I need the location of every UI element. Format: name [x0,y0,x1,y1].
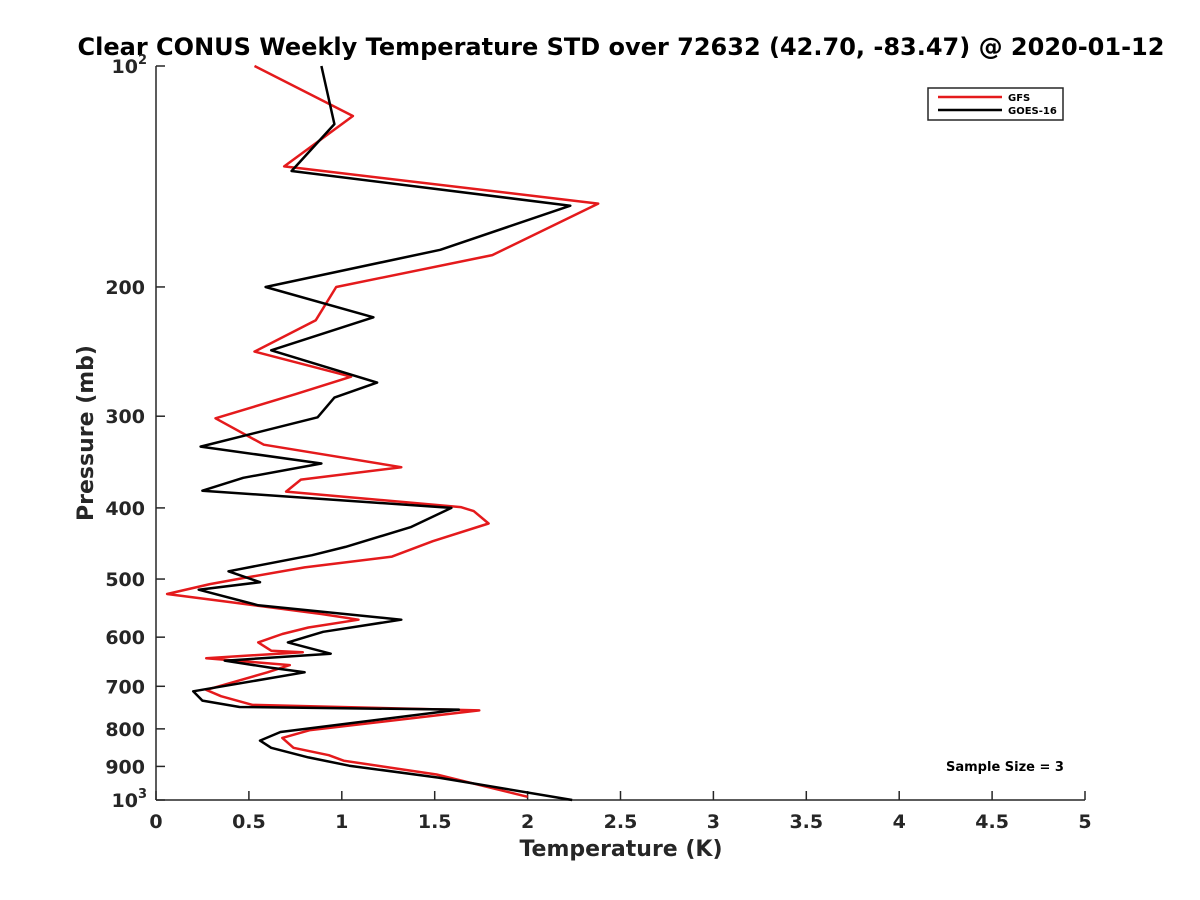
legend-label-gfs: GFS [1008,93,1030,104]
y-tick-exponent: 2 [138,53,147,68]
y-tick-label: 400 [105,498,145,520]
y-tick-label: 103 [112,787,148,812]
series-line-gfs [165,64,600,799]
chart-title: Clear CONUS Weekly Temperature STD over … [78,33,1165,61]
x-tick-label: 5 [1078,811,1091,833]
series-line-goes-16 [191,65,573,802]
series-lines [165,64,600,802]
x-axis-title: Temperature (K) [519,837,722,862]
y-tick-label: 200 [105,277,145,299]
y-tick-label: 500 [105,569,145,591]
y-tick-label: 700 [105,676,145,698]
y-tick-label: 900 [105,756,145,778]
y-axis-title: Pressure (mb) [74,345,99,521]
x-tick-label: 1 [335,811,348,833]
x-ticks: 0 0.5 1 1.5 2 2.5 3 3.5 4 4.5 5 [149,791,1092,833]
y-tick-label: 102 [112,53,148,78]
y-tick-label: 600 [105,627,145,649]
axes [155,66,1085,801]
sample-size-annotation: Sample Size = 3 [946,760,1064,775]
y-tick-base: 10 [112,790,138,812]
legend-box [927,87,1064,121]
y-tick-base: 500 [105,569,145,591]
legend-label-goes16: GOES-16 [1008,106,1057,117]
x-tick-label: 4 [893,811,906,833]
x-tick-label: 1.5 [418,811,452,833]
x-tick-label: 0.5 [232,811,266,833]
y-tick-base: 400 [105,498,145,520]
y-tick-base: 800 [105,719,145,741]
y-tick-base: 900 [105,756,145,778]
x-tick-label: 2.5 [604,811,638,833]
x-tick-label: 3.5 [789,811,823,833]
x-tick-label: 3 [707,811,720,833]
x-tick-label: 2 [521,811,534,833]
y-tick-base: 300 [105,406,145,428]
y-tick-label: 300 [105,406,145,428]
y-tick-exponent: 3 [138,787,147,802]
y-tick-base: 700 [105,676,145,698]
y-tick-base: 200 [105,277,145,299]
legend: GFS GOES-16 [927,87,1064,121]
y-tick-base: 10 [112,56,138,78]
y-tick-base: 600 [105,627,145,649]
x-tick-label: 4.5 [975,811,1009,833]
x-tick-label: 0 [149,811,162,833]
y-tick-label: 800 [105,719,145,741]
